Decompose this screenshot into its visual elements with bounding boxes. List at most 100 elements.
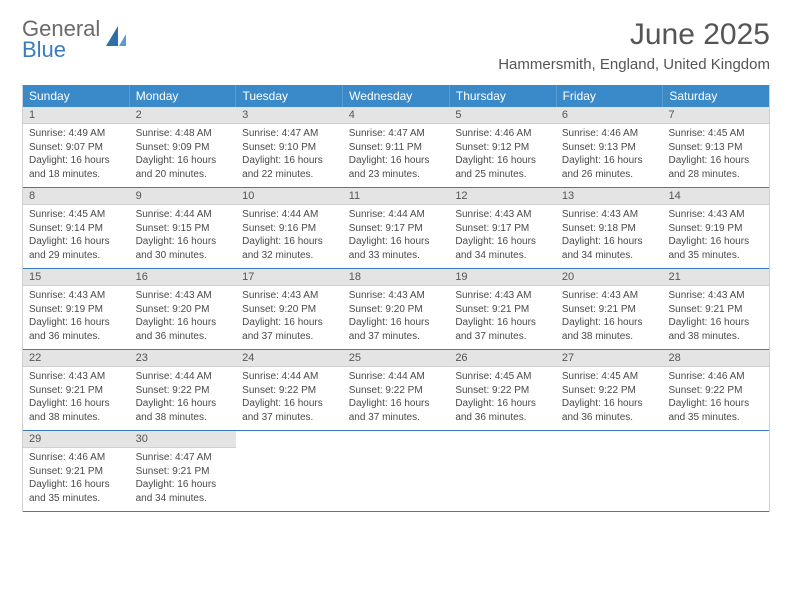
day-number: 27 xyxy=(556,350,663,367)
daylight-text-2: and 36 minutes. xyxy=(136,330,231,344)
daylight-text-2: and 25 minutes. xyxy=(455,168,550,182)
sunrise-text: Sunrise: 4:44 AM xyxy=(349,370,444,384)
daylight-text-1: Daylight: 16 hours xyxy=(242,316,337,330)
daylight-text-1: Daylight: 16 hours xyxy=(455,397,550,411)
day-number: 23 xyxy=(130,350,237,367)
daylight-text-2: and 37 minutes. xyxy=(349,330,444,344)
day-number: 29 xyxy=(23,431,130,448)
sunrise-text: Sunrise: 4:44 AM xyxy=(136,370,231,384)
daylight-text-1: Daylight: 16 hours xyxy=(349,316,444,330)
day-cell: 5Sunrise: 4:46 AMSunset: 9:12 PMDaylight… xyxy=(449,107,556,187)
daylight-text-1: Daylight: 16 hours xyxy=(29,154,124,168)
daylight-text-2: and 36 minutes. xyxy=(455,411,550,425)
logo-blue: Blue xyxy=(22,39,100,61)
daylight-text-1: Daylight: 16 hours xyxy=(668,397,763,411)
day-number: 18 xyxy=(343,269,450,286)
sunset-text: Sunset: 9:21 PM xyxy=(562,303,657,317)
daylight-text-1: Daylight: 16 hours xyxy=(29,235,124,249)
day-cell: 15Sunrise: 4:43 AMSunset: 9:19 PMDayligh… xyxy=(23,269,130,349)
day-body: Sunrise: 4:44 AMSunset: 9:22 PMDaylight:… xyxy=(130,367,237,430)
day-number: 5 xyxy=(449,107,556,124)
day-cell: 1Sunrise: 4:49 AMSunset: 9:07 PMDaylight… xyxy=(23,107,130,187)
logo-sail-icon xyxy=(104,24,130,55)
day-cell: 3Sunrise: 4:47 AMSunset: 9:10 PMDaylight… xyxy=(236,107,343,187)
sunset-text: Sunset: 9:21 PM xyxy=(29,465,124,479)
day-cell: 25Sunrise: 4:44 AMSunset: 9:22 PMDayligh… xyxy=(343,350,450,430)
day-number: 22 xyxy=(23,350,130,367)
day-body: Sunrise: 4:48 AMSunset: 9:09 PMDaylight:… xyxy=(130,124,237,187)
daylight-text-2: and 26 minutes. xyxy=(562,168,657,182)
sunrise-text: Sunrise: 4:46 AM xyxy=(29,451,124,465)
day-cell xyxy=(343,431,450,511)
day-body: Sunrise: 4:45 AMSunset: 9:14 PMDaylight:… xyxy=(23,205,130,268)
daylight-text-2: and 36 minutes. xyxy=(562,411,657,425)
day-cell: 12Sunrise: 4:43 AMSunset: 9:17 PMDayligh… xyxy=(449,188,556,268)
day-cell: 2Sunrise: 4:48 AMSunset: 9:09 PMDaylight… xyxy=(130,107,237,187)
daylight-text-2: and 30 minutes. xyxy=(136,249,231,263)
daylight-text-1: Daylight: 16 hours xyxy=(562,397,657,411)
day-body: Sunrise: 4:43 AMSunset: 9:20 PMDaylight:… xyxy=(343,286,450,349)
daylight-text-2: and 29 minutes. xyxy=(29,249,124,263)
day-body: Sunrise: 4:43 AMSunset: 9:21 PMDaylight:… xyxy=(556,286,663,349)
daylight-text-1: Daylight: 16 hours xyxy=(455,235,550,249)
daylight-text-1: Daylight: 16 hours xyxy=(136,397,231,411)
daylight-text-2: and 35 minutes. xyxy=(29,492,124,506)
day-cell: 11Sunrise: 4:44 AMSunset: 9:17 PMDayligh… xyxy=(343,188,450,268)
sunrise-text: Sunrise: 4:43 AM xyxy=(455,289,550,303)
day-cell xyxy=(556,431,663,511)
sunrise-text: Sunrise: 4:46 AM xyxy=(455,127,550,141)
day-number: 10 xyxy=(236,188,343,205)
sunset-text: Sunset: 9:20 PM xyxy=(349,303,444,317)
day-number: 15 xyxy=(23,269,130,286)
daylight-text-2: and 33 minutes. xyxy=(349,249,444,263)
daylight-text-1: Daylight: 16 hours xyxy=(29,478,124,492)
day-cell: 7Sunrise: 4:45 AMSunset: 9:13 PMDaylight… xyxy=(662,107,769,187)
day-body: Sunrise: 4:43 AMSunset: 9:20 PMDaylight:… xyxy=(236,286,343,349)
sunset-text: Sunset: 9:19 PM xyxy=(668,222,763,236)
day-number: 28 xyxy=(662,350,769,367)
day-cell: 27Sunrise: 4:45 AMSunset: 9:22 PMDayligh… xyxy=(556,350,663,430)
day-cell: 6Sunrise: 4:46 AMSunset: 9:13 PMDaylight… xyxy=(556,107,663,187)
day-number: 4 xyxy=(343,107,450,124)
sunset-text: Sunset: 9:22 PM xyxy=(455,384,550,398)
daylight-text-1: Daylight: 16 hours xyxy=(668,154,763,168)
day-body: Sunrise: 4:46 AMSunset: 9:12 PMDaylight:… xyxy=(449,124,556,187)
day-header-row: Sunday Monday Tuesday Wednesday Thursday… xyxy=(23,85,769,107)
daylight-text-1: Daylight: 16 hours xyxy=(136,316,231,330)
daylight-text-1: Daylight: 16 hours xyxy=(455,154,550,168)
daylight-text-1: Daylight: 16 hours xyxy=(455,316,550,330)
day-body: Sunrise: 4:44 AMSunset: 9:22 PMDaylight:… xyxy=(343,367,450,430)
daylight-text-2: and 38 minutes. xyxy=(562,330,657,344)
day-number: 7 xyxy=(662,107,769,124)
sunrise-text: Sunrise: 4:45 AM xyxy=(668,127,763,141)
sunrise-text: Sunrise: 4:44 AM xyxy=(242,208,337,222)
day-body: Sunrise: 4:44 AMSunset: 9:16 PMDaylight:… xyxy=(236,205,343,268)
day-cell: 20Sunrise: 4:43 AMSunset: 9:21 PMDayligh… xyxy=(556,269,663,349)
sunset-text: Sunset: 9:14 PM xyxy=(29,222,124,236)
daylight-text-2: and 37 minutes. xyxy=(242,330,337,344)
daylight-text-1: Daylight: 16 hours xyxy=(349,154,444,168)
day-body: Sunrise: 4:49 AMSunset: 9:07 PMDaylight:… xyxy=(23,124,130,187)
daylight-text-2: and 38 minutes. xyxy=(29,411,124,425)
daylight-text-2: and 22 minutes. xyxy=(242,168,337,182)
daylight-text-1: Daylight: 16 hours xyxy=(562,316,657,330)
day-body: Sunrise: 4:43 AMSunset: 9:21 PMDaylight:… xyxy=(23,367,130,430)
daylight-text-2: and 35 minutes. xyxy=(668,249,763,263)
sunset-text: Sunset: 9:10 PM xyxy=(242,141,337,155)
daylight-text-1: Daylight: 16 hours xyxy=(242,397,337,411)
day-cell: 29 Sunrise: 4:46 AMSunset: 9:21 PMDayligh… xyxy=(23,431,130,511)
sunrise-text: Sunrise: 4:43 AM xyxy=(242,289,337,303)
day-body: Sunrise: 4:44 AMSunset: 9:22 PMDaylight:… xyxy=(236,367,343,430)
sunset-text: Sunset: 9:09 PM xyxy=(136,141,231,155)
sunrise-text: Sunrise: 4:46 AM xyxy=(668,370,763,384)
sunrise-text: Sunrise: 4:47 AM xyxy=(136,451,231,465)
sunrise-text: Sunrise: 4:44 AM xyxy=(349,208,444,222)
sunset-text: Sunset: 9:20 PM xyxy=(136,303,231,317)
sunrise-text: Sunrise: 4:45 AM xyxy=(562,370,657,384)
sunrise-text: Sunrise: 4:43 AM xyxy=(562,208,657,222)
daylight-text-1: Daylight: 16 hours xyxy=(349,235,444,249)
day-body: Sunrise: 4:43 AMSunset: 9:17 PMDaylight:… xyxy=(449,205,556,268)
sunset-text: Sunset: 9:21 PM xyxy=(455,303,550,317)
sunrise-text: Sunrise: 4:47 AM xyxy=(242,127,337,141)
daylight-text-2: and 32 minutes. xyxy=(242,249,337,263)
